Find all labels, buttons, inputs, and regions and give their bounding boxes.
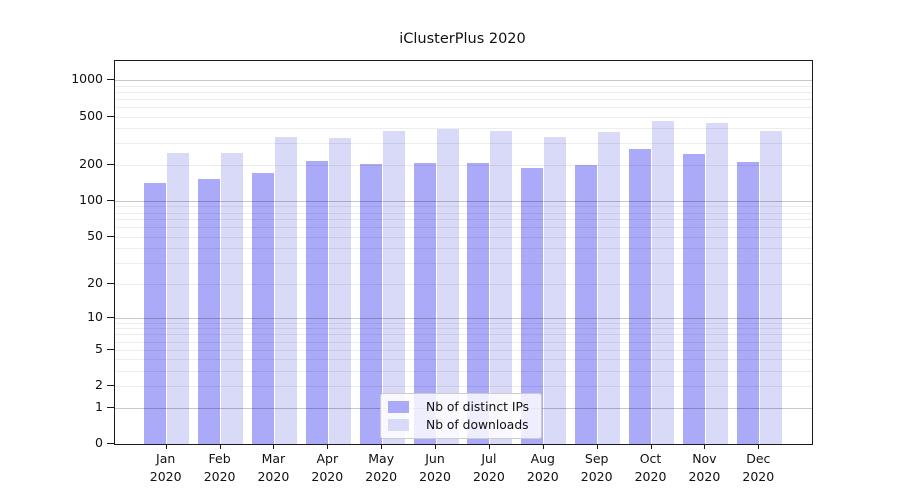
bar-downloads-sep [598, 131, 621, 444]
x-tick-label-oct: Oct 2020 [634, 451, 667, 484]
y-tick-label: 5 [95, 340, 103, 356]
bar-downloads-aug [544, 136, 567, 444]
y-tick-mark [107, 406, 114, 408]
bar-downloads-oct [652, 121, 674, 444]
x-tick-label-mar: Mar 2020 [257, 451, 290, 484]
legend: Nb of distinct IPs Nb of downloads [380, 393, 542, 439]
x-tick-label-sep: Sep 2020 [580, 451, 613, 484]
bar-distinct-ips-sep [575, 165, 598, 444]
y-tick-label: 100 [79, 191, 103, 207]
x-tick-mark [381, 444, 383, 449]
bar-downloads-jul [490, 130, 513, 444]
x-tick-mark [435, 444, 436, 449]
legend-label-distinct-ips: Nb of distinct IPs [426, 399, 530, 414]
bar-downloads-feb [221, 153, 244, 444]
plot-area: Nb of distinct IPs Nb of downloads [114, 60, 813, 445]
x-tick-label-jan: Jan 2020 [149, 451, 182, 484]
bar-distinct-ips-feb [198, 179, 221, 444]
chart-title: iClusterPlus 2020 [399, 31, 526, 47]
x-tick-label-nov: Nov 2020 [688, 451, 721, 484]
bar-downloads-may [382, 131, 405, 444]
y-tick-mark [107, 163, 114, 165]
legend-row-distinct-ips: Nb of distinct IPs [381, 400, 541, 414]
x-tick-label-aug: Aug 2020 [526, 451, 559, 484]
bars-layer [115, 61, 812, 444]
bar-distinct-ips-jul [467, 163, 490, 444]
y-tick-label: 50 [87, 227, 103, 243]
bar-distinct-ips-jun [413, 162, 436, 444]
y-tick-mark [107, 348, 114, 350]
bar-distinct-ips-mar [251, 173, 274, 444]
bar-downloads-nov [705, 122, 728, 444]
x-tick-label-may: May 2020 [365, 451, 398, 484]
y-tick-mark [107, 443, 114, 444]
y-tick-label: 2 [95, 377, 103, 393]
bar-distinct-ips-apr [305, 160, 328, 444]
x-tick-mark [704, 444, 706, 449]
bar-distinct-ips-oct [629, 149, 651, 444]
bar-downloads-dec [759, 131, 782, 444]
bar-downloads-jan [167, 153, 190, 444]
y-tick-label: 20 [87, 274, 103, 290]
x-tick-mark [650, 444, 652, 449]
x-tick-mark [165, 444, 167, 449]
x-tick-mark [488, 444, 490, 449]
y-tick-label: 10 [87, 308, 103, 324]
y-tick-label: 1 [95, 398, 103, 414]
y-tick-mark [107, 385, 114, 387]
y-tick-mark [107, 282, 114, 284]
y-tick-label: 0 [95, 435, 103, 450]
bar-distinct-ips-jan [144, 182, 167, 444]
y-tick-mark [107, 316, 114, 318]
x-tick-mark [219, 444, 221, 449]
x-tick-label-jun: Jun 2020 [419, 451, 451, 484]
x-tick-mark [758, 444, 760, 449]
bar-downloads-jun [436, 128, 459, 444]
bar-distinct-ips-dec [736, 161, 759, 444]
x-tick-label-apr: Apr 2020 [311, 451, 344, 484]
bar-distinct-ips-may [359, 164, 382, 444]
legend-swatch-distinct-ips [388, 400, 409, 413]
y-tick-mark [107, 199, 114, 201]
x-tick-label-dec: Dec 2020 [742, 451, 775, 484]
x-tick-mark [542, 444, 544, 449]
y-tick-mark [107, 115, 114, 117]
x-tick-label-jul: Jul 2020 [472, 451, 505, 484]
bar-downloads-mar [274, 136, 297, 444]
y-tick-mark [107, 79, 114, 80]
legend-row-downloads: Nb of downloads [381, 418, 541, 432]
legend-label-downloads: Nb of downloads [426, 418, 529, 433]
y-tick-mark [107, 235, 114, 237]
y-tick-label: 1000 [71, 71, 103, 86]
x-tick-mark [596, 444, 598, 449]
bar-distinct-ips-aug [521, 167, 544, 444]
x-tick-mark [273, 444, 275, 449]
bar-distinct-ips-nov [682, 153, 705, 444]
y-tick-label: 500 [79, 107, 103, 123]
x-tick-mark [327, 444, 329, 449]
legend-swatch-downloads [388, 419, 409, 432]
x-tick-label-feb: Feb 2020 [203, 451, 236, 484]
bar-downloads-apr [328, 138, 351, 444]
y-tick-label: 200 [79, 155, 103, 171]
